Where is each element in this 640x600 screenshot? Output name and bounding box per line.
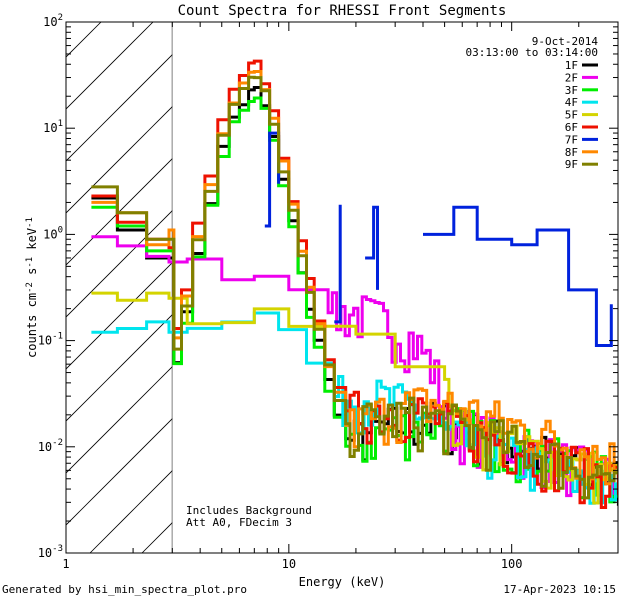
legend-label-4F: 4F <box>565 96 578 109</box>
chart-title: Count Spectra for RHESSI Front Segments <box>178 3 507 19</box>
generated-by-label: Generated by hsi_min_spectra_plot.pro <box>2 583 248 596</box>
series-line-7F <box>365 205 379 290</box>
y-tick-label: 10-3 <box>38 544 63 560</box>
hatch-line <box>0 0 26 553</box>
series-line-9F <box>91 75 618 500</box>
y-tick-label: 101 <box>43 119 63 135</box>
y-tick-label: 102 <box>43 13 63 29</box>
x-tick-label: 10 <box>282 557 296 571</box>
legend-label-9F: 9F <box>565 158 578 171</box>
y-tick-label: 10-2 <box>38 438 63 454</box>
y-axis-label: counts cm-2 s-1 keV-1 <box>25 217 39 358</box>
hatched-region <box>0 0 173 553</box>
legend-label-3F: 3F <box>565 84 578 97</box>
series-line-8F <box>91 70 618 486</box>
series-9F <box>91 75 618 500</box>
legend-label-8F: 8F <box>565 146 578 159</box>
hatch-line <box>66 418 173 526</box>
series-line-7F <box>334 204 342 324</box>
date-label: 9-Oct-2014 <box>532 35 599 48</box>
legend-label-7F: 7F <box>565 133 578 146</box>
hatch-line <box>66 262 173 370</box>
hatch-line <box>66 22 102 58</box>
series-8F <box>91 70 618 486</box>
series-line-7F <box>423 205 613 347</box>
y-tick-label: 100 <box>43 225 63 241</box>
legend-label-6F: 6F <box>565 121 578 134</box>
legend-label-5F: 5F <box>565 109 578 122</box>
x-axis-label: Energy (keV) <box>299 575 386 589</box>
hatch-line <box>66 54 173 162</box>
legend-label-1F: 1F <box>565 59 578 72</box>
series-line-7F <box>264 131 281 228</box>
time-range-label: 03:13:00 to 03:14:00 <box>466 46 598 59</box>
hatch-line <box>66 22 154 110</box>
annotation-background: Includes Background <box>186 504 312 517</box>
x-tick-label: 1 <box>62 557 69 571</box>
hatch-line <box>66 210 173 318</box>
plot-frame <box>65 21 619 554</box>
series-layer <box>91 59 618 509</box>
series-7F <box>264 131 613 347</box>
y-tick-label: 10-1 <box>38 332 63 348</box>
timestamp-label: 17-Apr-2023 10:15 <box>503 583 616 596</box>
annotation-attenuator: Att A0, FDecim 3 <box>186 516 292 529</box>
hatch-line <box>66 366 173 474</box>
x-tick-label: 100 <box>501 557 523 571</box>
legend-label-2F: 2F <box>565 71 578 84</box>
